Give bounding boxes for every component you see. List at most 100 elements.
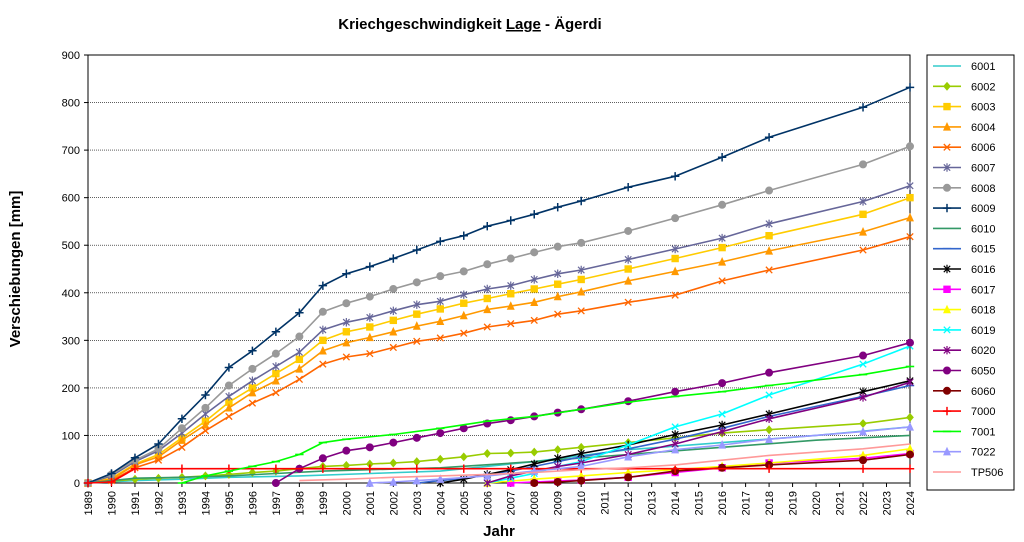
legend-item: 7000 bbox=[933, 406, 995, 418]
data-point bbox=[718, 440, 727, 449]
data-point bbox=[413, 337, 421, 345]
data-point bbox=[318, 345, 327, 355]
data-point bbox=[436, 305, 444, 313]
data-point bbox=[671, 444, 680, 454]
legend-marker bbox=[943, 326, 951, 334]
data-point bbox=[906, 233, 914, 241]
data-point bbox=[483, 478, 491, 488]
series-line bbox=[87, 235, 911, 484]
legend-label: TP506 bbox=[971, 467, 1003, 479]
data-point bbox=[718, 233, 726, 243]
legend-item: 6010 bbox=[933, 223, 995, 235]
data-point bbox=[624, 226, 633, 235]
data-point bbox=[342, 299, 351, 308]
data-point bbox=[577, 286, 586, 296]
data-point bbox=[295, 332, 304, 341]
legend-marker bbox=[943, 304, 951, 314]
data-point bbox=[318, 464, 328, 473]
y-tick-label: 300 bbox=[62, 335, 80, 347]
data-point bbox=[342, 337, 351, 347]
data-point bbox=[436, 474, 445, 483]
data-point bbox=[718, 463, 727, 472]
x-tick-label: 2024 bbox=[905, 491, 917, 515]
data-point bbox=[577, 196, 586, 206]
data-point bbox=[459, 267, 468, 276]
data-point bbox=[271, 327, 281, 336]
data-point bbox=[224, 402, 233, 412]
data-point bbox=[272, 388, 280, 397]
data-point bbox=[318, 307, 327, 316]
data-point bbox=[342, 353, 351, 361]
data-point bbox=[906, 212, 914, 222]
x-axis: 1989 1990 1991 1992 1993 1994 1995 1996 1997 1998… bbox=[83, 483, 917, 515]
data-point bbox=[624, 276, 633, 285]
data-point bbox=[859, 393, 867, 402]
y-tick-label: 600 bbox=[62, 193, 80, 205]
legend-marker bbox=[943, 102, 951, 111]
legend-label: 6015 bbox=[971, 244, 995, 256]
data-point bbox=[365, 443, 374, 452]
series-6006 bbox=[84, 233, 914, 487]
data-point bbox=[624, 441, 632, 449]
data-point bbox=[130, 453, 140, 462]
legend-item: 6018 bbox=[933, 305, 995, 317]
data-point bbox=[248, 376, 257, 385]
data-point bbox=[483, 304, 492, 314]
chart-title: Kriechgeschwindigkeit Lage - Ägerdi bbox=[338, 16, 601, 33]
legend-label: 6050 bbox=[971, 366, 995, 378]
data-point bbox=[271, 479, 280, 487]
data-point bbox=[389, 343, 397, 352]
data-point bbox=[413, 310, 421, 318]
data-point bbox=[225, 412, 233, 421]
x-tick-label: 1998 bbox=[294, 491, 306, 515]
legend-item: 7001 bbox=[933, 426, 995, 438]
x-tick-label: 2019 bbox=[788, 491, 800, 515]
data-point bbox=[389, 316, 398, 325]
data-point bbox=[577, 265, 585, 275]
y-axis: 0 100 200 300 400 500 600 700 800 900 bbox=[62, 50, 88, 490]
data-point bbox=[436, 429, 445, 438]
series-line bbox=[487, 448, 911, 484]
series-TP506 bbox=[299, 443, 911, 482]
series-6007 bbox=[84, 181, 914, 488]
x-tick-label: 1990 bbox=[106, 491, 118, 515]
data-point bbox=[201, 390, 210, 400]
data-point bbox=[765, 391, 773, 399]
data-point bbox=[342, 446, 351, 455]
data-point bbox=[178, 443, 186, 451]
data-point bbox=[530, 210, 539, 219]
data-point bbox=[859, 210, 867, 219]
data-point bbox=[365, 262, 375, 271]
y-tick-label: 700 bbox=[62, 145, 80, 157]
data-point bbox=[765, 232, 773, 240]
data-point bbox=[765, 186, 774, 195]
x-tick-label: 2001 bbox=[365, 491, 377, 515]
data-point bbox=[154, 456, 163, 464]
data-point bbox=[507, 320, 515, 328]
x-tick-label: 1999 bbox=[318, 491, 330, 515]
data-point bbox=[483, 222, 492, 231]
data-point bbox=[342, 318, 350, 327]
data-point bbox=[177, 424, 186, 433]
data-point bbox=[225, 392, 233, 401]
legend-label: 6019 bbox=[971, 325, 995, 337]
data-point bbox=[623, 183, 633, 192]
x-tick-label: 2017 bbox=[741, 491, 753, 515]
data-point bbox=[765, 414, 773, 423]
x-tick-label: 2006 bbox=[482, 491, 494, 515]
data-point bbox=[553, 202, 562, 212]
series-6001 bbox=[87, 426, 911, 484]
gridlines bbox=[88, 102, 910, 436]
x-tick-label: 2012 bbox=[623, 491, 635, 515]
data-point bbox=[436, 454, 445, 464]
legend-marker bbox=[943, 163, 951, 172]
data-point bbox=[553, 242, 562, 251]
legend-marker bbox=[943, 366, 951, 375]
data-point bbox=[483, 323, 491, 331]
data-point bbox=[553, 445, 562, 455]
data-point bbox=[859, 360, 867, 368]
data-point bbox=[365, 478, 374, 487]
y-tick-label: 100 bbox=[62, 430, 80, 442]
legend-item: 6007 bbox=[933, 163, 995, 175]
